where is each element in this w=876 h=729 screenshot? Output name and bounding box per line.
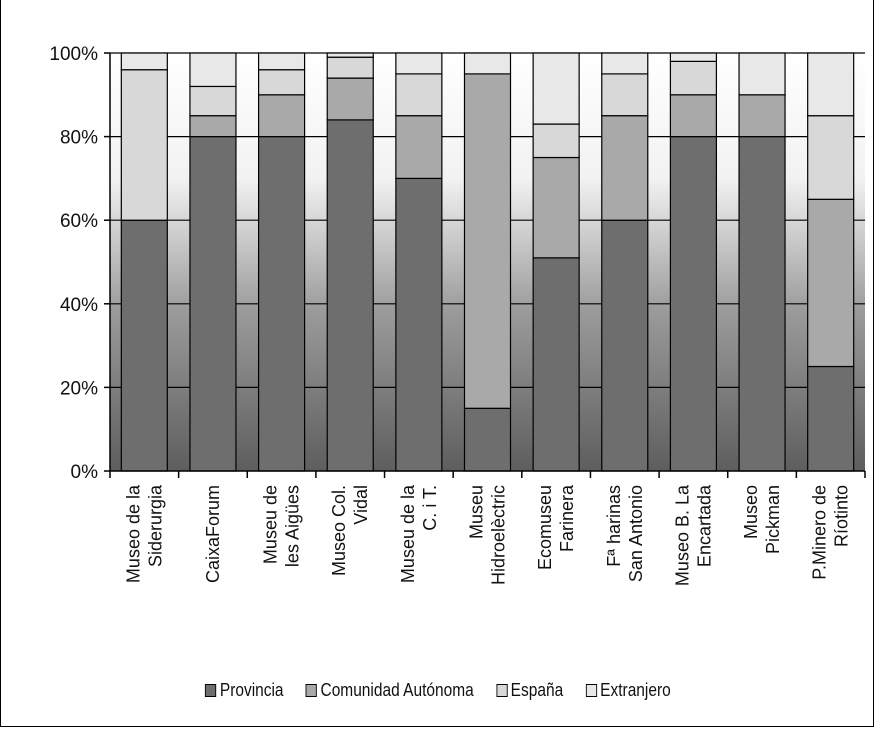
bar-segment xyxy=(738,94,786,138)
bar-segment xyxy=(807,52,855,117)
bar-segment xyxy=(601,115,649,221)
bar-segment xyxy=(669,136,718,472)
x-tick-label-line: les Aigües xyxy=(283,485,303,567)
bar-segment xyxy=(257,136,306,472)
x-tick-label-line: Museo de la xyxy=(123,484,143,583)
y-tick-label: 60% xyxy=(60,211,98,232)
x-tick-label-line: P.Minero de xyxy=(810,485,830,580)
y-tick-label: 0% xyxy=(71,462,99,483)
legend-swatch xyxy=(585,684,597,697)
legend-swatch xyxy=(305,684,318,697)
x-tick-label: Museo de la Siderurgia xyxy=(123,484,165,583)
x-tick-label: Ecomuseu Farinera xyxy=(535,484,577,570)
x-tick-label-line: Fª harinas xyxy=(604,485,624,567)
bar-segment xyxy=(120,52,168,71)
x-tick-label: Museo Col. Vidal xyxy=(329,485,371,576)
bar-segment xyxy=(807,365,855,472)
bar-segment xyxy=(532,257,580,472)
x-tick-label-line: Museo B. La xyxy=(672,484,692,586)
legend-swatch xyxy=(205,684,217,697)
legend-item: Comunidad Autónoma xyxy=(305,680,474,701)
bar-segment xyxy=(807,198,855,368)
bar-segment xyxy=(395,73,443,117)
bar-segment xyxy=(395,177,443,472)
legend-label: Comunidad Autónoma xyxy=(320,680,474,700)
bar-segment xyxy=(120,219,168,472)
bar-segment xyxy=(601,73,649,117)
bar-segment xyxy=(189,136,237,472)
legend: Provincia Comunidad Autónoma España Extranj… xyxy=(61,680,814,701)
bar-segment xyxy=(257,69,306,96)
x-tick-label: Museu Hidroelèctric xyxy=(467,485,509,585)
bar-segment xyxy=(120,69,168,221)
x-tick-label-line: Museu xyxy=(467,485,487,539)
bar-segment xyxy=(601,219,649,472)
x-tick-label: Museu de les Aigües xyxy=(261,485,303,567)
legend-label: Provincia xyxy=(219,680,284,700)
bar-segment xyxy=(669,94,718,138)
x-tick-label-line: Pickman xyxy=(763,485,783,554)
bar-segment xyxy=(326,52,374,58)
x-tick-label-line: Museo xyxy=(741,485,761,539)
bar-segment xyxy=(463,407,512,472)
legend-label: España xyxy=(510,680,564,700)
x-tick-label-line: Museo Col. xyxy=(329,485,349,576)
y-tick-label: 80% xyxy=(60,128,98,149)
x-tick-label-line: CaixaForum xyxy=(203,485,223,583)
x-tick-label: CaixaForum xyxy=(203,485,223,583)
bar-segment xyxy=(395,115,443,179)
x-tick-label-line: C. i T. xyxy=(420,485,440,531)
bar-segment xyxy=(189,52,237,88)
legend-label: Extranjero xyxy=(600,680,671,700)
bar-segment xyxy=(326,77,374,121)
bar-segment xyxy=(532,52,580,125)
x-tick-label-line: Ecomuseu xyxy=(535,485,555,570)
y-tick-label: 40% xyxy=(60,295,98,316)
bar-segment xyxy=(189,85,237,117)
bar-segment xyxy=(395,52,443,75)
bar-segment xyxy=(257,52,306,71)
legend-item: España xyxy=(496,680,563,701)
x-tick-label-line: Siderurgia xyxy=(145,484,165,567)
x-tick-label-line: Museu de la xyxy=(398,484,418,583)
x-tick-label: Museo B. La Encartada xyxy=(672,484,714,586)
legend-swatch xyxy=(496,684,508,697)
legend-item: Provincia xyxy=(205,680,284,701)
bar-segment xyxy=(326,119,374,472)
bar-segment xyxy=(463,52,512,75)
x-tick-label: Fª harinas San Antonio xyxy=(604,485,646,582)
bar-segment xyxy=(532,123,580,159)
bar-segment xyxy=(257,94,306,138)
x-tick-label: Museo Pickman xyxy=(741,485,783,554)
x-tick-label-line: San Antonio xyxy=(626,485,646,582)
bar-segment xyxy=(601,52,649,75)
bar-segment xyxy=(669,52,718,62)
x-tick-label-line: Vidal xyxy=(351,485,371,525)
bar-segment xyxy=(463,73,512,409)
bar-segment xyxy=(189,115,237,138)
x-tick-label: Museu de la C. i T. xyxy=(398,484,440,583)
x-tick-label-line: Museu de xyxy=(261,485,281,564)
bar-segment xyxy=(738,52,786,96)
y-tick-label: 20% xyxy=(60,378,98,399)
y-tick-label: 100% xyxy=(49,44,98,65)
x-tick-label-line: Encartada xyxy=(694,484,714,567)
bar-segment xyxy=(326,56,374,79)
bar-segment xyxy=(807,115,855,200)
bar-segment xyxy=(669,60,718,96)
x-tick-label-line: Ríotinto xyxy=(832,485,852,547)
bar-segment xyxy=(738,136,786,472)
x-tick-label-line: Farinera xyxy=(557,484,577,552)
bar-segment xyxy=(532,156,580,259)
x-tick-label-line: Hidroelèctric xyxy=(489,485,509,585)
x-tick-label: P.Minero de Ríotinto xyxy=(810,485,852,580)
legend-item: Extranjero xyxy=(585,680,671,701)
